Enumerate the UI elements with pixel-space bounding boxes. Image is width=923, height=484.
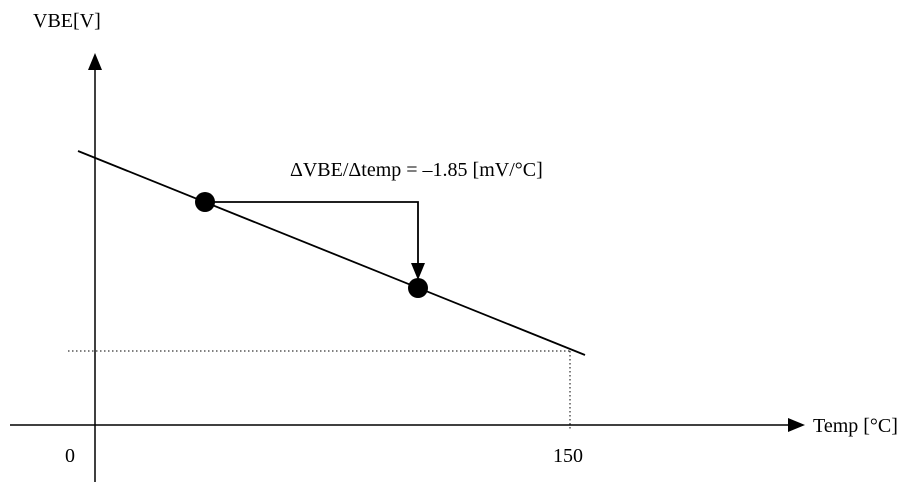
x-axis-arrowhead xyxy=(788,418,805,432)
slope-annotation: ΔVBE/Δtemp = –1.85 [mV/°C] xyxy=(290,159,543,181)
vbe-line xyxy=(77,150,586,356)
delta-step-arrow xyxy=(205,201,419,268)
point-1 xyxy=(195,192,215,212)
y-axis-label: VBE[V] xyxy=(33,10,101,32)
y-axis-arrowhead xyxy=(88,53,102,70)
origin-tick-label: 0 xyxy=(65,445,75,467)
delta-step-arrowhead xyxy=(411,263,425,280)
x-tick-150-label: 150 xyxy=(553,445,583,467)
point-2 xyxy=(408,278,428,298)
x-axis-label: Temp [°C] xyxy=(813,415,898,437)
